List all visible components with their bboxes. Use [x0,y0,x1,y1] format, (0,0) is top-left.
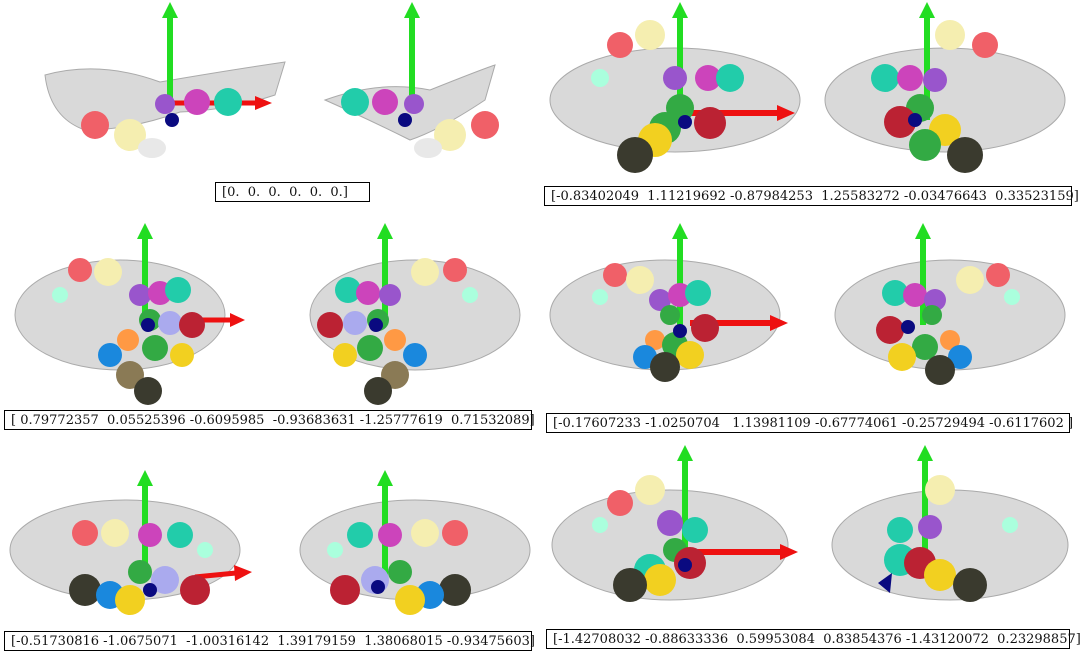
hand-view-left [549,2,801,173]
panel-c-render [14,223,521,405]
hand-view-left [9,470,252,615]
panel-a-render [44,2,499,158]
joint-vector-label: [0. 0. 0. 0. 0. 0.] [215,182,370,202]
hand-view-right [309,223,521,405]
panel-b-render [549,2,1066,173]
hand-view-right [834,223,1066,385]
joint-vector-label: [ 0.79772357 0.05525396 -0.6095985 -0.93… [4,410,535,430]
panel-d: [-0.17607233 -1.0250704 1.13981109 -0.67… [540,215,1080,435]
panel-c: [ 0.79772357 0.05525396 -0.6095985 -0.93… [0,215,540,435]
joint-vector-label: [-0.83402049 1.11219692 -0.87984253 1.25… [544,186,1079,206]
hand-view-right [831,445,1069,602]
hand-view-right [824,2,1066,173]
panel-e: [-0.51730816 -1.0675071 -1.00316142 1.39… [0,435,540,659]
panel-f-render [551,445,1069,602]
hand-view-left [551,445,798,602]
panel-e-render [9,470,531,615]
hand-view-right [323,2,499,158]
panel-b: [-0.83402049 1.11219692 -0.87984253 1.25… [540,0,1080,215]
panel-f: [-1.42708032 -0.88633336 0.59953084 0.83… [540,435,1080,659]
joint-vector-label: [-1.42708032 -0.88633336 0.59953084 0.83… [546,629,1080,649]
hand-view-left [14,223,245,405]
hand-view-left [44,2,286,158]
joint-vector-label: [-0.51730816 -1.0675071 -1.00316142 1.39… [4,631,535,651]
hand-view-right [299,470,531,615]
joint-vector-label: [-0.17607233 -1.0250704 1.13981109 -0.67… [546,413,1073,433]
hand-view-left [549,223,788,382]
panel-a: [0. 0. 0. 0. 0. 0.] [0,0,540,215]
panel-d-render [549,223,1066,385]
